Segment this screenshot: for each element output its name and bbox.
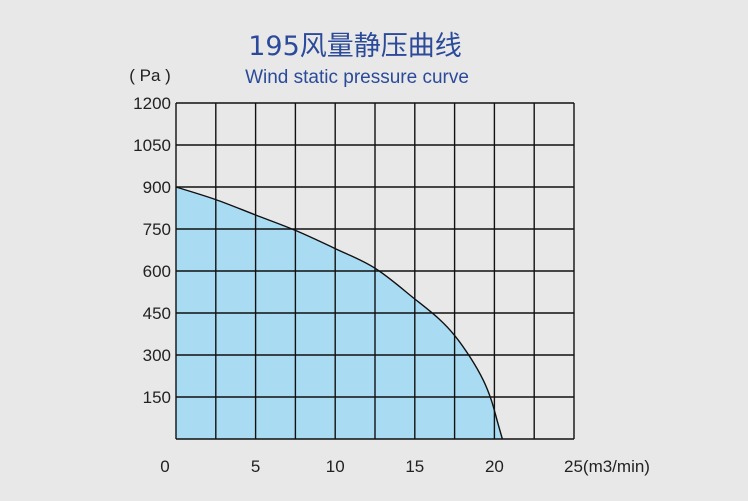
x-tick-labels: 0 5 10 15 20 25(m3/min) bbox=[160, 457, 650, 476]
chart-title: 195风量静压曲线 bbox=[248, 31, 462, 62]
grid-layer bbox=[175, 102, 575, 440]
pressure-curve-line bbox=[175, 186, 504, 440]
y-tick-label: 600 bbox=[143, 262, 171, 281]
x-tick-label: 25(m3/min) bbox=[564, 457, 650, 476]
chart-subtitle: Wind static pressure curve bbox=[245, 67, 469, 88]
x-tick-label: 0 bbox=[160, 457, 169, 476]
y-tick-label: 1200 bbox=[133, 94, 171, 113]
y-tick-label: 1050 bbox=[133, 136, 171, 155]
y-tick-label: 900 bbox=[143, 178, 171, 197]
y-axis-unit-label: ( Pa ) bbox=[129, 66, 171, 85]
y-tick-labels: 150 300 450 600 750 900 1050 1200 bbox=[133, 94, 171, 407]
x-tick-label: 10 bbox=[326, 457, 345, 476]
x-tick-label: 15 bbox=[405, 457, 424, 476]
y-tick-label: 300 bbox=[143, 346, 171, 365]
y-tick-label: 150 bbox=[143, 388, 171, 407]
x-tick-label: 5 bbox=[251, 457, 260, 476]
y-tick-label: 450 bbox=[143, 304, 171, 323]
x-tick-label: 20 bbox=[485, 457, 504, 476]
y-tick-label: 750 bbox=[143, 220, 171, 239]
curve-layer bbox=[175, 186, 504, 440]
